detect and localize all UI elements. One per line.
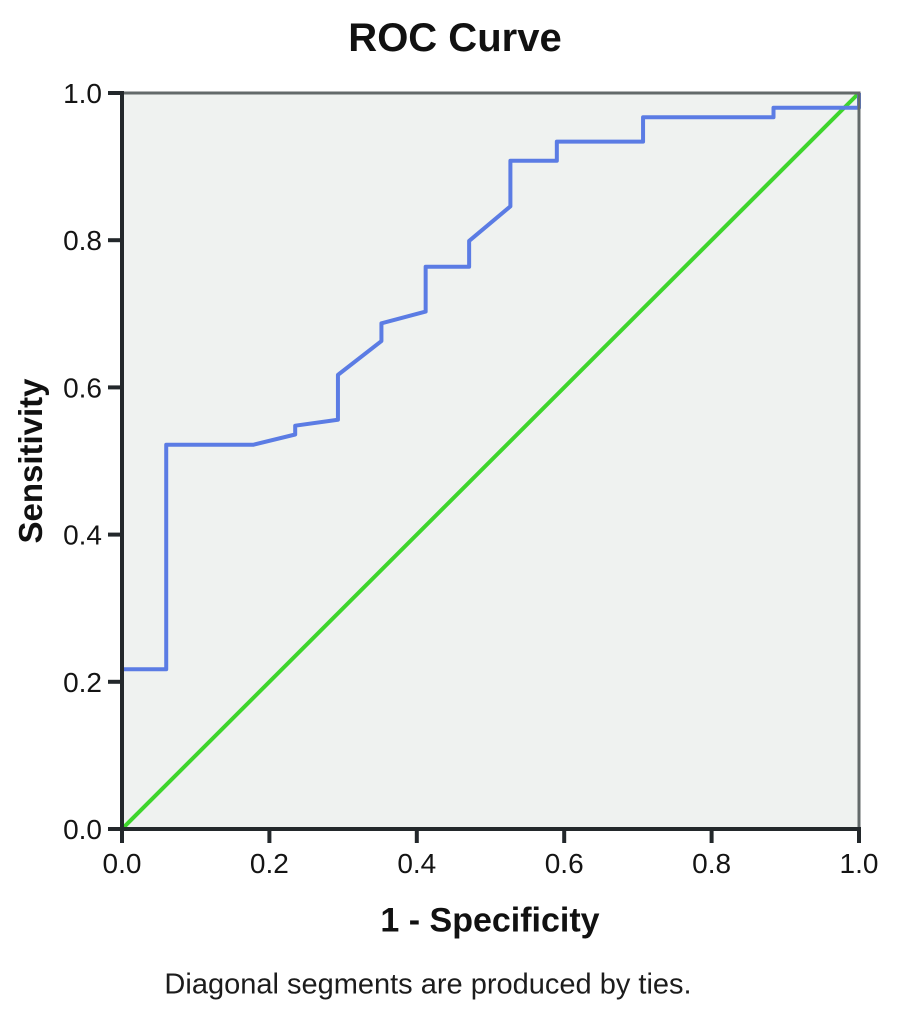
x-tick-label: 1.0	[840, 848, 879, 879]
y-tick-label: 1.0	[63, 78, 102, 109]
y-tick-label: 0.6	[63, 372, 102, 403]
x-tick-label: 0.0	[103, 848, 142, 879]
x-tick-label: 0.6	[545, 848, 584, 879]
footnote-caption: Diagonal segments are produced by ties.	[164, 968, 692, 1001]
y-tick-label: 0.4	[63, 520, 102, 551]
y-tick-label: 0.2	[63, 667, 102, 698]
reference-diagonal-line	[120, 91, 861, 831]
y-tick-label: 0.0	[63, 814, 102, 845]
x-axis-title: 1 - Specificity	[380, 901, 600, 940]
x-tick-label: 0.4	[397, 848, 436, 879]
y-tick-label: 0.8	[63, 225, 102, 256]
x-tick-label: 0.8	[692, 848, 731, 879]
roc-curve-line	[120, 93, 861, 829]
chart-title: ROC Curve	[348, 16, 562, 60]
x-tick-label: 0.2	[250, 848, 289, 879]
